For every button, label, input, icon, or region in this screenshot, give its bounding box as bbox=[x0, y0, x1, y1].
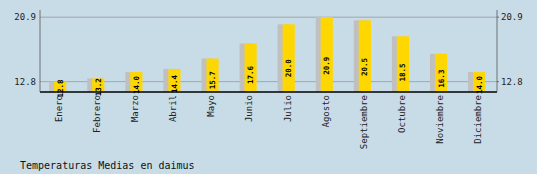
x-tick-label: Septiembre bbox=[359, 95, 369, 149]
data-label: 20.5 bbox=[360, 58, 369, 76]
data-label: 12.8 bbox=[56, 79, 65, 98]
y-axis-line bbox=[40, 10, 41, 92]
grid-line bbox=[40, 81, 497, 82]
grid-line bbox=[40, 17, 497, 18]
y2-tick bbox=[497, 81, 499, 82]
x-tick-label: Abril bbox=[168, 95, 178, 122]
data-label: 20.0 bbox=[284, 59, 293, 78]
bar bbox=[359, 20, 371, 92]
x-tick-label: Febrero bbox=[92, 95, 102, 133]
x-tick-label: Noviembre bbox=[435, 95, 445, 144]
chart: 12.813.214.014.415.717.620.020.920.518.5… bbox=[0, 0, 537, 174]
x-tick-label: Junio bbox=[244, 95, 254, 122]
x-tick-label: Marzo bbox=[130, 95, 140, 122]
x-tick-label: Octubre bbox=[397, 95, 407, 133]
bar bbox=[168, 69, 180, 92]
y2-tick-label: 12.8 bbox=[501, 77, 523, 87]
data-label: 16.3 bbox=[437, 69, 446, 88]
data-label: 14.4 bbox=[170, 74, 179, 93]
y2-tick-label: 20.9 bbox=[501, 12, 523, 22]
bar bbox=[283, 24, 295, 92]
bar bbox=[435, 54, 447, 92]
bar bbox=[206, 59, 218, 92]
data-label: 18.5 bbox=[398, 63, 407, 81]
bar bbox=[321, 17, 333, 92]
x-tick-label: Agosto bbox=[321, 95, 331, 128]
data-label: 20.9 bbox=[322, 56, 331, 75]
y-tick-label: 12.8 bbox=[14, 77, 36, 87]
x-tick-label: Julio bbox=[283, 95, 293, 122]
bar bbox=[397, 36, 409, 92]
bar bbox=[245, 43, 257, 92]
data-label: 13.2 bbox=[94, 78, 103, 96]
x-tick-label: Enero bbox=[54, 95, 64, 122]
chart-container: 12.813.214.014.415.717.620.020.920.518.5… bbox=[0, 0, 537, 174]
x-axis-line bbox=[40, 91, 497, 93]
x-tick-label: Diciembre bbox=[473, 95, 483, 144]
y-tick-label: 20.9 bbox=[14, 12, 36, 22]
data-label: 15.7 bbox=[208, 71, 217, 89]
bars bbox=[49, 17, 485, 92]
data-label: 17.6 bbox=[246, 65, 255, 84]
y2-tick bbox=[497, 17, 499, 18]
y2-axis-line bbox=[497, 10, 498, 92]
title: Temperaturas Medias en daimus bbox=[20, 160, 195, 171]
x-tick-label: Mayo bbox=[206, 95, 216, 117]
